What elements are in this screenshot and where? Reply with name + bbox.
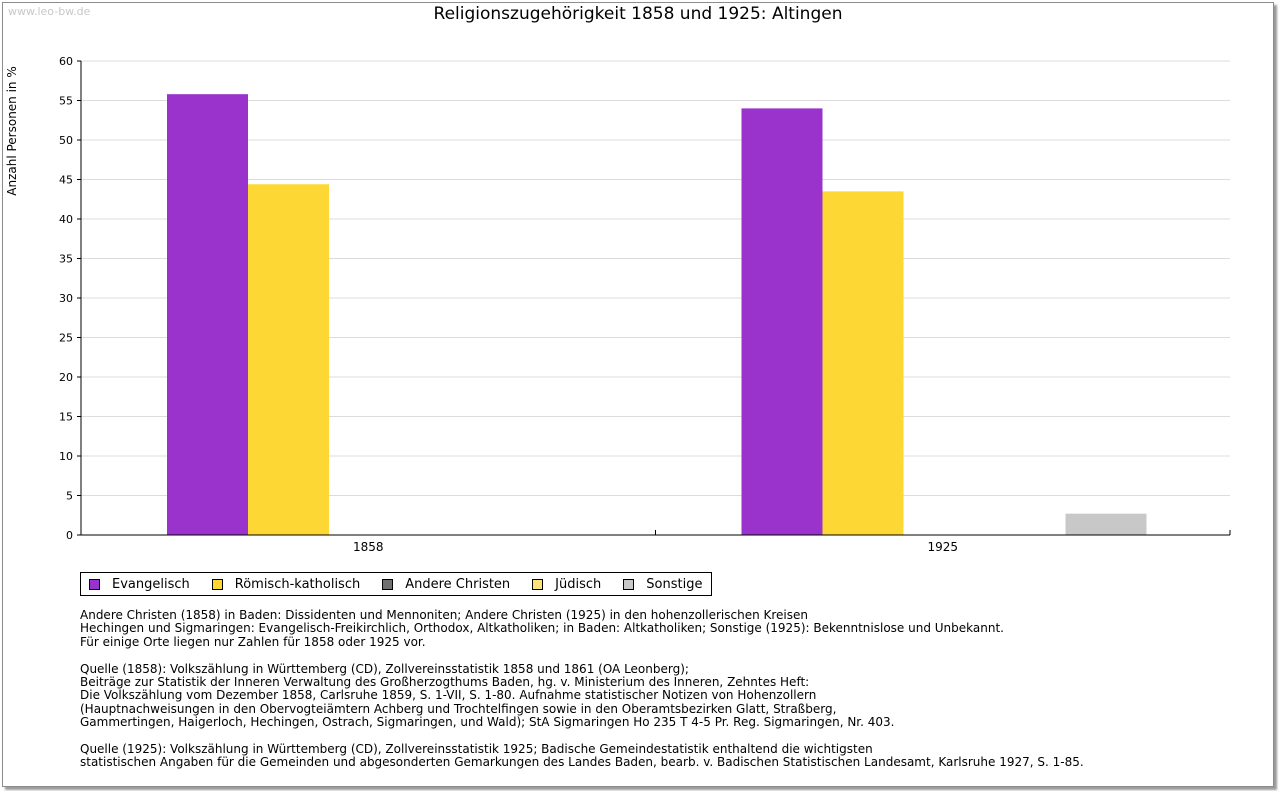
chart-notes: Andere Christen (1858) in Baden: Disside… (80, 608, 1260, 783)
note-line: Andere Christen (1858) in Baden: Disside… (80, 608, 808, 622)
legend-item: Jüdisch (532, 577, 601, 592)
legend-label: Andere Christen (405, 576, 511, 592)
y-tick-label: 35 (59, 253, 73, 266)
bar-evangelisch-1858 (167, 94, 248, 536)
y-tick-label: 30 (59, 292, 73, 305)
note-paragraph: Andere Christen (1858) in Baden: Disside… (80, 608, 1260, 649)
y-tick-label: 50 (59, 134, 73, 147)
bar-r-misch-katholisch-1925 (822, 191, 904, 535)
y-tick-label: 10 (59, 450, 73, 463)
legend-swatch (382, 578, 394, 590)
note-line: Gammertingen, Haigerloch, Hechingen, Ost… (80, 715, 895, 730)
note-line: Hechingen und Sigmaringen: Evangelisch-F… (80, 621, 1004, 636)
chart-title: Religionszugehörigkeit 1858 und 1925: Al… (433, 4, 843, 24)
note-line: Die Volkszählung vom Dezember 1858, Carl… (80, 688, 817, 703)
bar-r-misch-katholisch-1858 (248, 184, 329, 536)
y-tick-label: 5 (66, 490, 73, 503)
note-paragraph: Quelle (1925): Volkszählung in Württembe… (80, 742, 1260, 770)
legend-swatch (623, 578, 635, 590)
note-paragraph: Quelle (1858): Volkszählung in Württembe… (80, 661, 1260, 730)
bar-evangelisch-1925 (741, 108, 823, 536)
bar-sonstige-1925 (1065, 513, 1147, 535)
legend-label: Evangelisch (112, 576, 190, 592)
x-tick-label: 1858 (353, 540, 384, 554)
legend-item: Römisch-katholisch (211, 576, 361, 592)
y-tick-label: 15 (59, 411, 73, 424)
watermark: www.leo-bw.de (8, 5, 91, 18)
y-tick-label: 40 (59, 213, 73, 226)
note-line: statistischen Angaben für die Gemeinden … (80, 755, 1084, 770)
legend-item: Andere Christen (382, 577, 510, 592)
note-line: Beiträge zur Statistik der Inneren Verwa… (80, 675, 810, 690)
y-tick-label: 45 (59, 174, 73, 187)
y-tick-label: 25 (59, 332, 73, 345)
legend-item: Evangelisch (89, 577, 190, 592)
legend-swatch (211, 578, 223, 590)
note-line: Quelle (1925): Volkszählung in Württembe… (80, 742, 873, 757)
chart-legend: Evangelisch Römisch-katholisch Andere Chri… (80, 572, 713, 596)
y-tick-label: 55 (59, 95, 73, 108)
note-line: Quelle (1858): Volkszählung in Württembe… (80, 661, 689, 676)
note-line: Für einige Orte liegen nur Zahlen für 18… (80, 634, 426, 649)
legend-label: Sonstige (646, 576, 703, 592)
legend-swatch (89, 578, 100, 590)
legend-label: Jüdisch (555, 576, 602, 592)
note-line: (Hauptnachweisungen in den Obervogteiämt… (80, 701, 837, 716)
legend-item: Sonstige (623, 577, 702, 592)
y-axis-label: Anzahl Personen in % (5, 66, 19, 196)
y-tick-label: 60 (59, 55, 73, 68)
legend-swatch (532, 578, 544, 590)
bar-chart: 0 5 10 15 20 25 30 35 40 45 50 55 60 Anzahl Personen … (5, 55, 1231, 554)
y-tick-label: 20 (59, 371, 73, 384)
y-tick-label: 0 (66, 529, 73, 542)
legend-label: Römisch-katholisch (234, 576, 361, 592)
x-tick-label: 1925 (927, 540, 958, 554)
